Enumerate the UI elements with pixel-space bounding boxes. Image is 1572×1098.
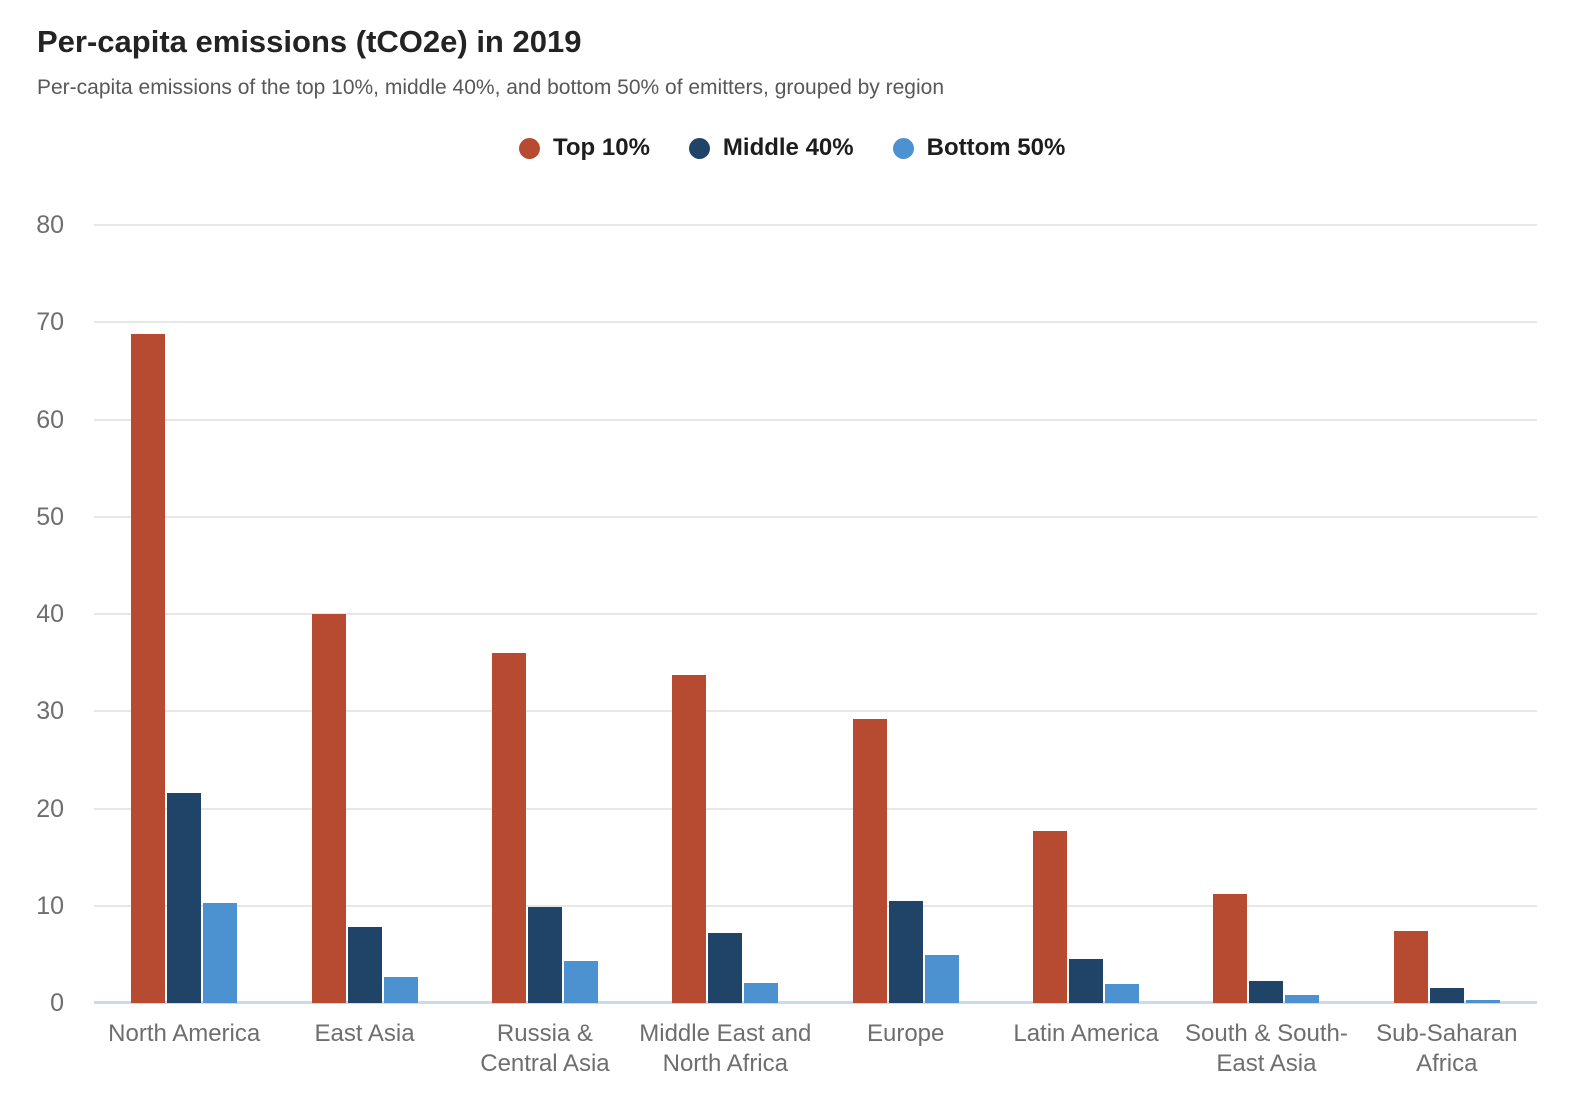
bar-top-10- bbox=[131, 333, 166, 1003]
bar-middle-40- bbox=[167, 792, 202, 1003]
gridline bbox=[94, 807, 1537, 810]
y-tick-label: 20 bbox=[36, 794, 64, 823]
x-axis-label: Europe bbox=[866, 1020, 945, 1047]
legend-dot-icon bbox=[688, 137, 710, 159]
x-axis-label: East Asia bbox=[314, 1020, 415, 1047]
y-axis: 0 10 20 30 40 50 60 70 80 bbox=[0, 212, 64, 1016]
bar-top-10- bbox=[1033, 830, 1068, 1003]
bar-top-10- bbox=[1213, 894, 1248, 1003]
bar-middle-40- bbox=[1069, 959, 1104, 1003]
y-tick-label: 50 bbox=[36, 502, 64, 531]
legend-item-bottom50: Bottom 50% bbox=[892, 134, 1066, 161]
legend-label: Middle 40% bbox=[722, 134, 854, 161]
bar-cluster bbox=[274, 225, 454, 1003]
bar-bottom-50- bbox=[1105, 983, 1140, 1003]
bar-middle-40- bbox=[888, 900, 923, 1003]
plot-area: North America East Asia Russia & Central A… bbox=[94, 224, 1537, 1077]
bar-cluster bbox=[996, 225, 1176, 1003]
y-tick-label: 30 bbox=[36, 697, 64, 726]
gridline bbox=[94, 515, 1537, 518]
legend-label: Bottom 50% bbox=[926, 134, 1066, 161]
bar-group: Latin America bbox=[996, 225, 1176, 1047]
x-axis-label: Russia & Central Asia bbox=[480, 1020, 610, 1077]
bar-bottom-50- bbox=[203, 902, 238, 1003]
bar-cluster bbox=[635, 225, 815, 1003]
gridline bbox=[94, 418, 1537, 421]
bar-bottom-50- bbox=[924, 955, 959, 1003]
x-axis-label: Sub-Saharan Africa bbox=[1376, 1020, 1518, 1077]
bar-top-10- bbox=[491, 652, 526, 1003]
bar-middle-40- bbox=[708, 932, 743, 1003]
chart-subtitle: Per-capita emissions of the top 10%, mid… bbox=[37, 76, 944, 99]
y-tick-label: 60 bbox=[36, 405, 64, 434]
legend-dot-icon bbox=[892, 137, 914, 159]
y-tick-label: 80 bbox=[36, 211, 64, 239]
bar-middle-40- bbox=[347, 927, 382, 1003]
legend-label: Top 10% bbox=[553, 134, 650, 161]
bar-middle-40- bbox=[1429, 988, 1464, 1003]
y-tick-label: 0 bbox=[50, 989, 64, 1017]
bar-bottom-50- bbox=[744, 982, 779, 1003]
bar-cluster bbox=[1176, 225, 1356, 1003]
bar-cluster bbox=[94, 225, 274, 1003]
bar-top-10- bbox=[1393, 931, 1428, 1003]
bar-group: Russia & Central Asia bbox=[455, 225, 635, 1077]
y-tick-label: 70 bbox=[36, 308, 64, 337]
y-tick-label: 40 bbox=[36, 600, 64, 628]
legend: Top 10% Middle 40% Bottom 50% bbox=[519, 136, 1065, 160]
legend-item-top10: Top 10% bbox=[519, 136, 650, 160]
x-axis-label: South & South- East Asia bbox=[1185, 1020, 1348, 1077]
bar-cluster bbox=[816, 225, 996, 1003]
bar-cluster bbox=[455, 225, 635, 1003]
bar-group: East Asia bbox=[274, 225, 454, 1047]
legend-dot-icon bbox=[519, 137, 540, 159]
bar-top-10- bbox=[852, 719, 887, 1003]
bar-bottom-50- bbox=[1285, 995, 1320, 1003]
chart-title: Per-capita emissions (tCO2e) in 2019 bbox=[37, 24, 582, 59]
gridline bbox=[94, 224, 1537, 226]
bar-group: North America bbox=[94, 225, 274, 1047]
x-axis-label: North America bbox=[108, 1020, 261, 1047]
legend-item-middle40: Middle 40% bbox=[688, 134, 854, 161]
gridline bbox=[94, 904, 1537, 907]
x-axis-label: Middle East and North Africa bbox=[639, 1020, 812, 1077]
bar-middle-40- bbox=[527, 906, 562, 1003]
bar-top-10- bbox=[311, 614, 346, 1003]
bar-middle-40- bbox=[1249, 980, 1284, 1003]
bar-groups: North America East Asia Russia & Central A… bbox=[94, 225, 1537, 1077]
gridline bbox=[94, 321, 1537, 324]
x-axis-baseline bbox=[94, 1001, 1537, 1004]
y-tick-label: 10 bbox=[36, 891, 64, 920]
x-axis-label: Latin America bbox=[1013, 1020, 1159, 1047]
bar-top-10- bbox=[672, 675, 707, 1003]
bar-group: South & South- East Asia bbox=[1176, 225, 1356, 1077]
gridline bbox=[94, 613, 1537, 615]
bar-bottom-50- bbox=[1465, 1000, 1500, 1003]
bar-bottom-50- bbox=[383, 976, 418, 1003]
bar-bottom-50- bbox=[563, 961, 598, 1003]
gridline bbox=[94, 710, 1537, 713]
bar-cluster bbox=[1357, 225, 1537, 1003]
bar-group: Sub-Saharan Africa bbox=[1357, 225, 1537, 1077]
bar-group: Middle East and North Africa bbox=[635, 225, 815, 1077]
bar-group: Europe bbox=[816, 225, 996, 1047]
